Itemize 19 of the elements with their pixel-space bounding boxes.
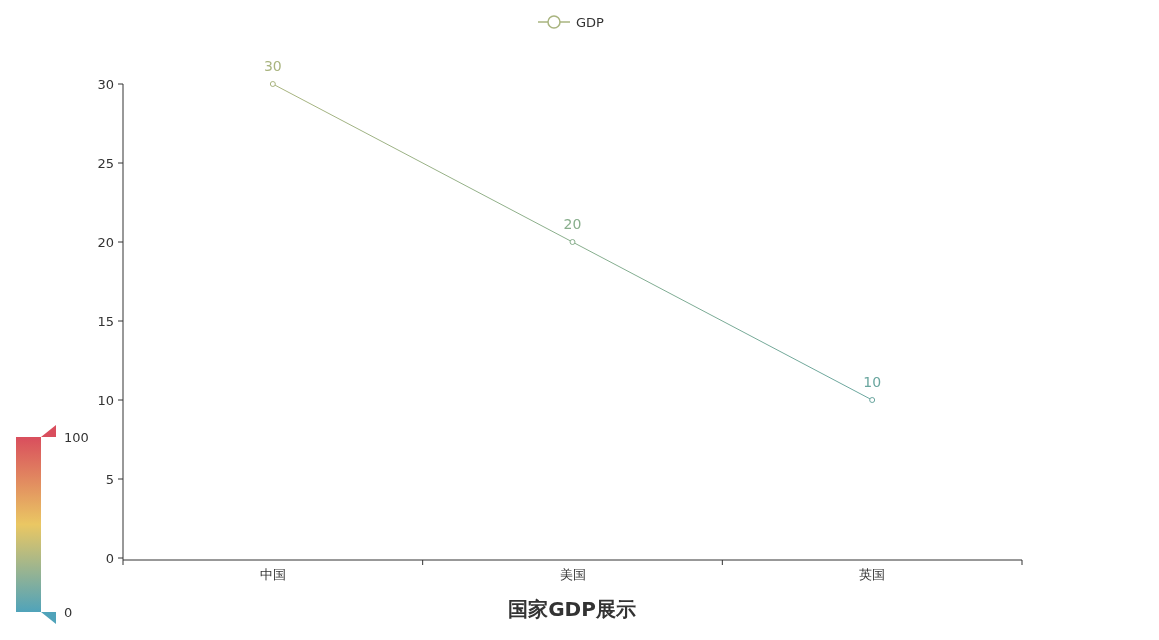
- data-label: 30: [263, 58, 282, 74]
- data-label: 10: [863, 374, 882, 390]
- text: 国家GDP展示: [508, 597, 636, 621]
- y-tick-label: 20: [97, 235, 114, 250]
- y-tick-label: 30: [97, 77, 114, 92]
- y-tick-label: 10: [97, 393, 114, 408]
- color-bar-label: 100: [64, 430, 89, 445]
- y-tick-label: 15: [97, 314, 114, 329]
- y-tick-label: 0: [105, 551, 114, 566]
- x-tick-label: 英国: [859, 567, 886, 582]
- data-label: 20: [563, 216, 582, 232]
- y-tick-label: 5: [105, 472, 114, 487]
- y-tick-label: 25: [97, 156, 114, 171]
- color-bar-label: 0: [64, 605, 73, 620]
- legend: GDP: [537, 15, 604, 30]
- legend-label: GDP: [576, 15, 605, 30]
- x-tick-label: 美国: [559, 567, 586, 582]
- colorbar: 0 100: [16, 425, 89, 624]
- x-tick-label: 中国: [259, 567, 286, 582]
